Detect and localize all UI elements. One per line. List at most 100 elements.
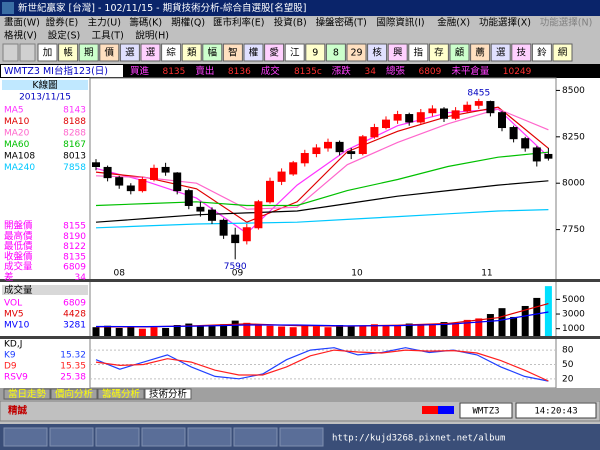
tab[interactable] xyxy=(97,388,145,400)
taskbar-button[interactable] xyxy=(279,427,324,447)
toolbar-button[interactable] xyxy=(222,43,243,62)
toolbar-button[interactable] xyxy=(264,43,285,62)
menu-item[interactable]: 設定(S) xyxy=(48,30,80,42)
taskbar-button[interactable] xyxy=(3,427,48,447)
stat-label: 最高價 xyxy=(4,230,33,242)
toolbar-button[interactable] xyxy=(305,43,326,62)
candle-body xyxy=(231,234,240,244)
taskbar-button[interactable] xyxy=(187,427,232,447)
toolbar-button[interactable] xyxy=(428,43,449,62)
candle-body xyxy=(184,190,193,206)
quote-label: 未平倉量 xyxy=(451,65,490,77)
menu-item[interactable]: 投資(B) xyxy=(274,17,307,29)
tab[interactable] xyxy=(144,388,192,400)
menu-item[interactable]: 操盤密碼(T) xyxy=(316,17,367,29)
toolbar-button[interactable] xyxy=(161,43,182,62)
tab-label[interactable]: 當日走勢 xyxy=(8,388,47,400)
toolbar-button[interactable] xyxy=(78,43,99,62)
toolbar-button[interactable] xyxy=(449,43,470,62)
volume-bar xyxy=(498,308,506,336)
menu-item[interactable]: 匯市利率(E) xyxy=(213,17,264,29)
toolbar-button[interactable] xyxy=(552,43,573,62)
tab-label[interactable]: 籌碼分析 xyxy=(102,388,141,400)
stat-value: 34 xyxy=(75,273,87,283)
toolbar-button[interactable] xyxy=(243,43,264,62)
toolbar-button[interactable] xyxy=(99,43,120,62)
y-tick-label: 7750 xyxy=(562,225,585,235)
toolbar-label: 9 xyxy=(312,48,318,59)
toolbar-button[interactable] xyxy=(119,43,140,62)
menu-item[interactable]: 證券(E) xyxy=(46,17,78,29)
panel-title: 成交量 xyxy=(4,284,33,296)
toolbar-label: 綜 xyxy=(166,47,176,59)
toolbar-button[interactable] xyxy=(346,43,367,62)
toolbar-button[interactable] xyxy=(37,43,58,62)
toolbar-button[interactable] xyxy=(284,43,305,62)
menu-item[interactable]: 功能選擇(N) xyxy=(540,17,593,29)
menu-item[interactable]: 說明(H) xyxy=(135,30,169,42)
toolbar-button[interactable] xyxy=(325,43,346,62)
volume-bar xyxy=(544,286,552,336)
volume-bar xyxy=(289,327,297,336)
toolbar-button[interactable] xyxy=(367,43,388,62)
month-label: 09 xyxy=(232,269,244,279)
toolbar-button[interactable] xyxy=(490,43,511,62)
stat-value: 8135 xyxy=(63,252,86,262)
toolbar-button[interactable] xyxy=(58,43,79,62)
tab[interactable] xyxy=(3,388,51,400)
toolbar-button[interactable] xyxy=(470,43,491,62)
legend-value: 15.32 xyxy=(60,351,86,361)
volume-bar xyxy=(475,318,483,336)
volume-bar xyxy=(254,325,262,336)
ma-line xyxy=(95,108,549,210)
taskbar-button[interactable] xyxy=(49,427,94,447)
menu-item[interactable]: 主力(U) xyxy=(88,17,121,29)
taskbar-button[interactable] xyxy=(95,427,140,447)
toolbar-button[interactable] xyxy=(202,43,223,62)
toolbar-label: 鈴 xyxy=(537,47,547,59)
menu-item[interactable]: 工具(T) xyxy=(92,31,124,42)
ma-line xyxy=(95,180,549,223)
toolbar-button[interactable] xyxy=(181,43,202,62)
legend-name: VOL xyxy=(4,299,22,309)
toolbar-label: 薦 xyxy=(475,47,485,59)
quote-value: 6809 xyxy=(418,67,441,77)
volume-bar xyxy=(185,323,193,336)
candle-body xyxy=(393,114,402,121)
candle-body xyxy=(126,185,135,192)
menu-item[interactable]: 金融(X) xyxy=(437,17,470,29)
quote-bar xyxy=(0,64,600,78)
status-indicator xyxy=(438,406,454,414)
toolbar-button[interactable] xyxy=(531,43,552,62)
quote-value: 34 xyxy=(365,67,377,77)
toolbar-button[interactable] xyxy=(511,43,532,62)
volume-bar xyxy=(428,325,436,336)
toolbar-button[interactable] xyxy=(19,43,36,62)
quote-value: 8136 xyxy=(228,67,251,77)
menu-item[interactable]: 格視(V) xyxy=(4,30,37,42)
menu-item[interactable]: 籌碼(K) xyxy=(129,17,162,29)
kd-line xyxy=(95,349,549,382)
stat-label: 差 xyxy=(4,271,14,283)
panel-title-box xyxy=(2,80,88,90)
menu-item[interactable]: 期權(Q) xyxy=(171,17,205,29)
tab-label[interactable]: 價向分析 xyxy=(55,388,94,400)
candle-body xyxy=(266,180,274,203)
taskbar-button[interactable] xyxy=(141,427,186,447)
tab[interactable] xyxy=(50,388,98,400)
toolbar-button[interactable] xyxy=(387,43,408,62)
menu-item[interactable]: 國際資訊(I) xyxy=(376,17,424,29)
toolbar-button[interactable] xyxy=(140,43,161,62)
taskbar-button[interactable] xyxy=(233,427,278,447)
tab-label[interactable]: 技術分析 xyxy=(149,388,188,400)
toolbar-label: 技 xyxy=(517,47,527,59)
candle-body xyxy=(254,201,263,229)
toolbar-label: 智 xyxy=(228,47,238,59)
volume-bar xyxy=(359,325,367,336)
menu-item[interactable]: 畫面(W) xyxy=(4,17,40,29)
toolbar-button[interactable] xyxy=(408,43,429,62)
volume-bar xyxy=(243,322,251,336)
menu-item[interactable]: 功能選擇(X) xyxy=(479,17,531,29)
toolbar-button[interactable] xyxy=(2,43,19,62)
candle-body xyxy=(463,104,472,112)
